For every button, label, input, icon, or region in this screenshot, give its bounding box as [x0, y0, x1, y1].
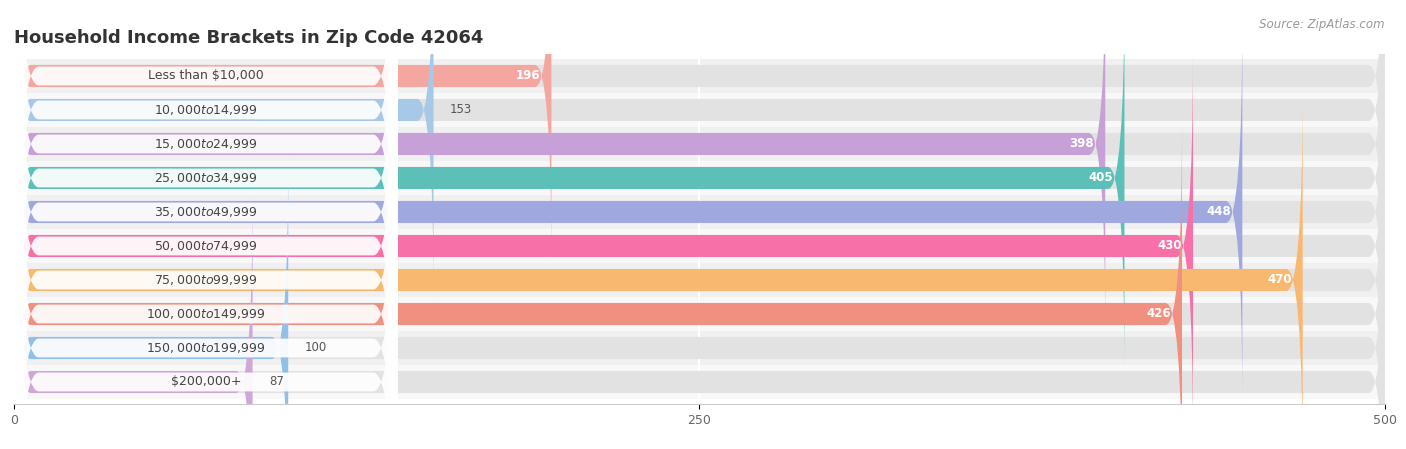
FancyBboxPatch shape [14, 0, 1105, 337]
Text: Less than $10,000: Less than $10,000 [148, 70, 264, 83]
FancyBboxPatch shape [14, 0, 398, 373]
FancyBboxPatch shape [14, 297, 1385, 331]
FancyBboxPatch shape [14, 0, 398, 440]
Text: 153: 153 [450, 103, 472, 116]
Text: 100: 100 [305, 342, 328, 355]
Text: 448: 448 [1206, 206, 1232, 219]
Text: $75,000 to $99,999: $75,000 to $99,999 [155, 273, 257, 287]
FancyBboxPatch shape [14, 0, 1125, 371]
FancyBboxPatch shape [14, 19, 1385, 405]
Text: $10,000 to $14,999: $10,000 to $14,999 [155, 103, 257, 117]
FancyBboxPatch shape [14, 127, 1385, 161]
FancyBboxPatch shape [14, 18, 398, 449]
FancyBboxPatch shape [14, 0, 1385, 337]
FancyBboxPatch shape [14, 0, 398, 407]
Text: 398: 398 [1070, 137, 1094, 150]
Text: $15,000 to $24,999: $15,000 to $24,999 [155, 137, 257, 151]
FancyBboxPatch shape [14, 189, 253, 449]
FancyBboxPatch shape [14, 263, 1385, 297]
FancyBboxPatch shape [14, 0, 551, 269]
FancyBboxPatch shape [14, 93, 1385, 127]
Text: $35,000 to $49,999: $35,000 to $49,999 [155, 205, 257, 219]
Text: $100,000 to $149,999: $100,000 to $149,999 [146, 307, 266, 321]
FancyBboxPatch shape [14, 0, 398, 449]
FancyBboxPatch shape [14, 0, 398, 449]
FancyBboxPatch shape [14, 51, 398, 449]
FancyBboxPatch shape [14, 121, 1385, 449]
FancyBboxPatch shape [14, 85, 398, 449]
Text: $25,000 to $34,999: $25,000 to $34,999 [155, 171, 257, 185]
FancyBboxPatch shape [14, 19, 1243, 405]
FancyBboxPatch shape [14, 0, 1385, 269]
FancyBboxPatch shape [14, 87, 1385, 449]
Text: Household Income Brackets in Zip Code 42064: Household Income Brackets in Zip Code 42… [14, 29, 484, 47]
FancyBboxPatch shape [14, 0, 1385, 303]
FancyBboxPatch shape [14, 155, 288, 449]
Text: $50,000 to $74,999: $50,000 to $74,999 [155, 239, 257, 253]
FancyBboxPatch shape [14, 155, 1385, 449]
FancyBboxPatch shape [14, 53, 1385, 439]
FancyBboxPatch shape [14, 331, 1385, 365]
Text: 405: 405 [1088, 172, 1114, 185]
FancyBboxPatch shape [14, 121, 1182, 449]
FancyBboxPatch shape [14, 87, 1303, 449]
FancyBboxPatch shape [14, 161, 1385, 195]
FancyBboxPatch shape [14, 59, 1385, 93]
FancyBboxPatch shape [14, 0, 433, 303]
Text: 87: 87 [269, 375, 284, 388]
FancyBboxPatch shape [14, 365, 1385, 399]
Text: $200,000+: $200,000+ [170, 375, 242, 388]
Text: Source: ZipAtlas.com: Source: ZipAtlas.com [1260, 18, 1385, 31]
FancyBboxPatch shape [14, 0, 1385, 371]
FancyBboxPatch shape [14, 0, 398, 449]
Text: 430: 430 [1157, 239, 1182, 252]
Text: 470: 470 [1267, 273, 1292, 286]
Text: $150,000 to $199,999: $150,000 to $199,999 [146, 341, 266, 355]
FancyBboxPatch shape [14, 229, 1385, 263]
FancyBboxPatch shape [14, 195, 1385, 229]
Text: 426: 426 [1146, 308, 1171, 321]
FancyBboxPatch shape [14, 0, 398, 449]
FancyBboxPatch shape [14, 189, 1385, 449]
Text: 196: 196 [516, 70, 540, 83]
FancyBboxPatch shape [14, 53, 1192, 439]
